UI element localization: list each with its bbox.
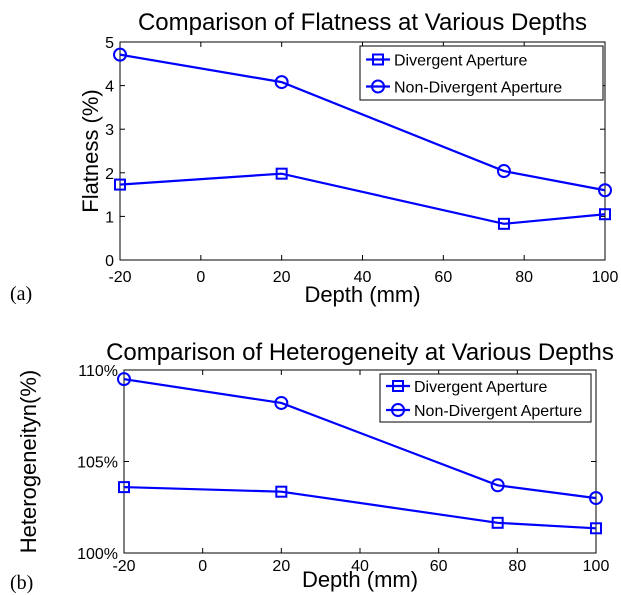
legend-marker [372, 53, 384, 66]
data-point [275, 167, 288, 180]
chart-title: Comparison of Heterogeneity at Various D… [106, 339, 614, 366]
x-tick-label: 60 [430, 558, 448, 575]
y-tick-label: 5 [105, 35, 114, 52]
y-tick-label: 105% [77, 455, 118, 472]
series-line [119, 53, 606, 192]
x-tick-label: 100 [583, 558, 610, 575]
data-point [497, 217, 510, 230]
legend-marker [371, 79, 385, 94]
x-tick-label: 80 [515, 269, 533, 286]
legend-label: Non-Divergent Aperture [394, 80, 562, 97]
x-axis-label: Depth (mm) [302, 567, 418, 592]
x-tick-label: 20 [272, 558, 290, 575]
legend-label: Divergent Aperture [394, 53, 528, 70]
x-tick-label: 0 [198, 558, 207, 575]
x-tick-label: 60 [434, 269, 452, 286]
x-axis-label: Depth (mm) [304, 282, 420, 307]
data-point [274, 75, 289, 90]
data-point [491, 516, 504, 529]
legend: Divergent Aperture Non-Divergent Aperture [379, 373, 592, 423]
x-tick-label: 80 [508, 558, 526, 575]
y-tick-label: 110% [78, 363, 118, 380]
y-tick-label: 100% [77, 546, 118, 563]
x-tick-label: -20 [108, 269, 131, 286]
panel-label-a: (a) [10, 283, 33, 305]
y-tick-label: 0 [105, 253, 114, 270]
y-tick-label: 1 [105, 209, 114, 226]
data-point [589, 491, 603, 506]
data-point [496, 164, 511, 179]
data-point [599, 208, 611, 221]
legend-label: Non-Divergent Aperture [414, 403, 582, 420]
legend-marker [391, 403, 405, 417]
data-point [114, 178, 126, 191]
data-point [490, 478, 505, 493]
data-point [117, 372, 131, 387]
legend-box [359, 45, 604, 101]
series-non-divergent [117, 372, 603, 506]
series-non-divergent [113, 47, 612, 198]
data-point [118, 481, 130, 494]
x-tick-label: 0 [196, 269, 205, 286]
series-line [119, 172, 606, 225]
x-tick-label: 20 [273, 269, 291, 286]
series-divergent [118, 481, 602, 535]
legend-box [379, 373, 592, 423]
x-tick-label: 40 [351, 558, 369, 575]
series-divergent [114, 167, 611, 230]
data-point [113, 47, 127, 62]
y-axis-label: Flatness (%) [78, 89, 103, 212]
chart-title: Comparison of Flatness at Various Depths [138, 9, 587, 36]
x-tick-label: 40 [354, 269, 372, 286]
panel-label-b: (b) [10, 572, 34, 594]
series-line [123, 486, 597, 530]
chart-b: Comparison of Heterogeneity at Various D… [16, 339, 614, 592]
data-point [274, 395, 289, 410]
y-tick-label: 2 [105, 166, 114, 183]
legend-marker [392, 380, 404, 392]
legend: Divergent Aperture Non-Divergent Aperture [359, 45, 604, 101]
x-tick-label: 100 [592, 269, 619, 286]
chart-a: Comparison of Flatness at Various Depths… [78, 9, 618, 307]
y-tick-label: 3 [105, 122, 114, 139]
y-axis-label: Heterogeneityn(%) [16, 370, 41, 553]
data-point [598, 183, 612, 198]
legend-label: Divergent Aperture [414, 379, 548, 396]
x-tick-label: -20 [112, 558, 135, 575]
series-line [123, 378, 597, 500]
data-point [590, 522, 602, 535]
data-point [275, 485, 288, 498]
y-tick-label: 4 [105, 79, 114, 96]
